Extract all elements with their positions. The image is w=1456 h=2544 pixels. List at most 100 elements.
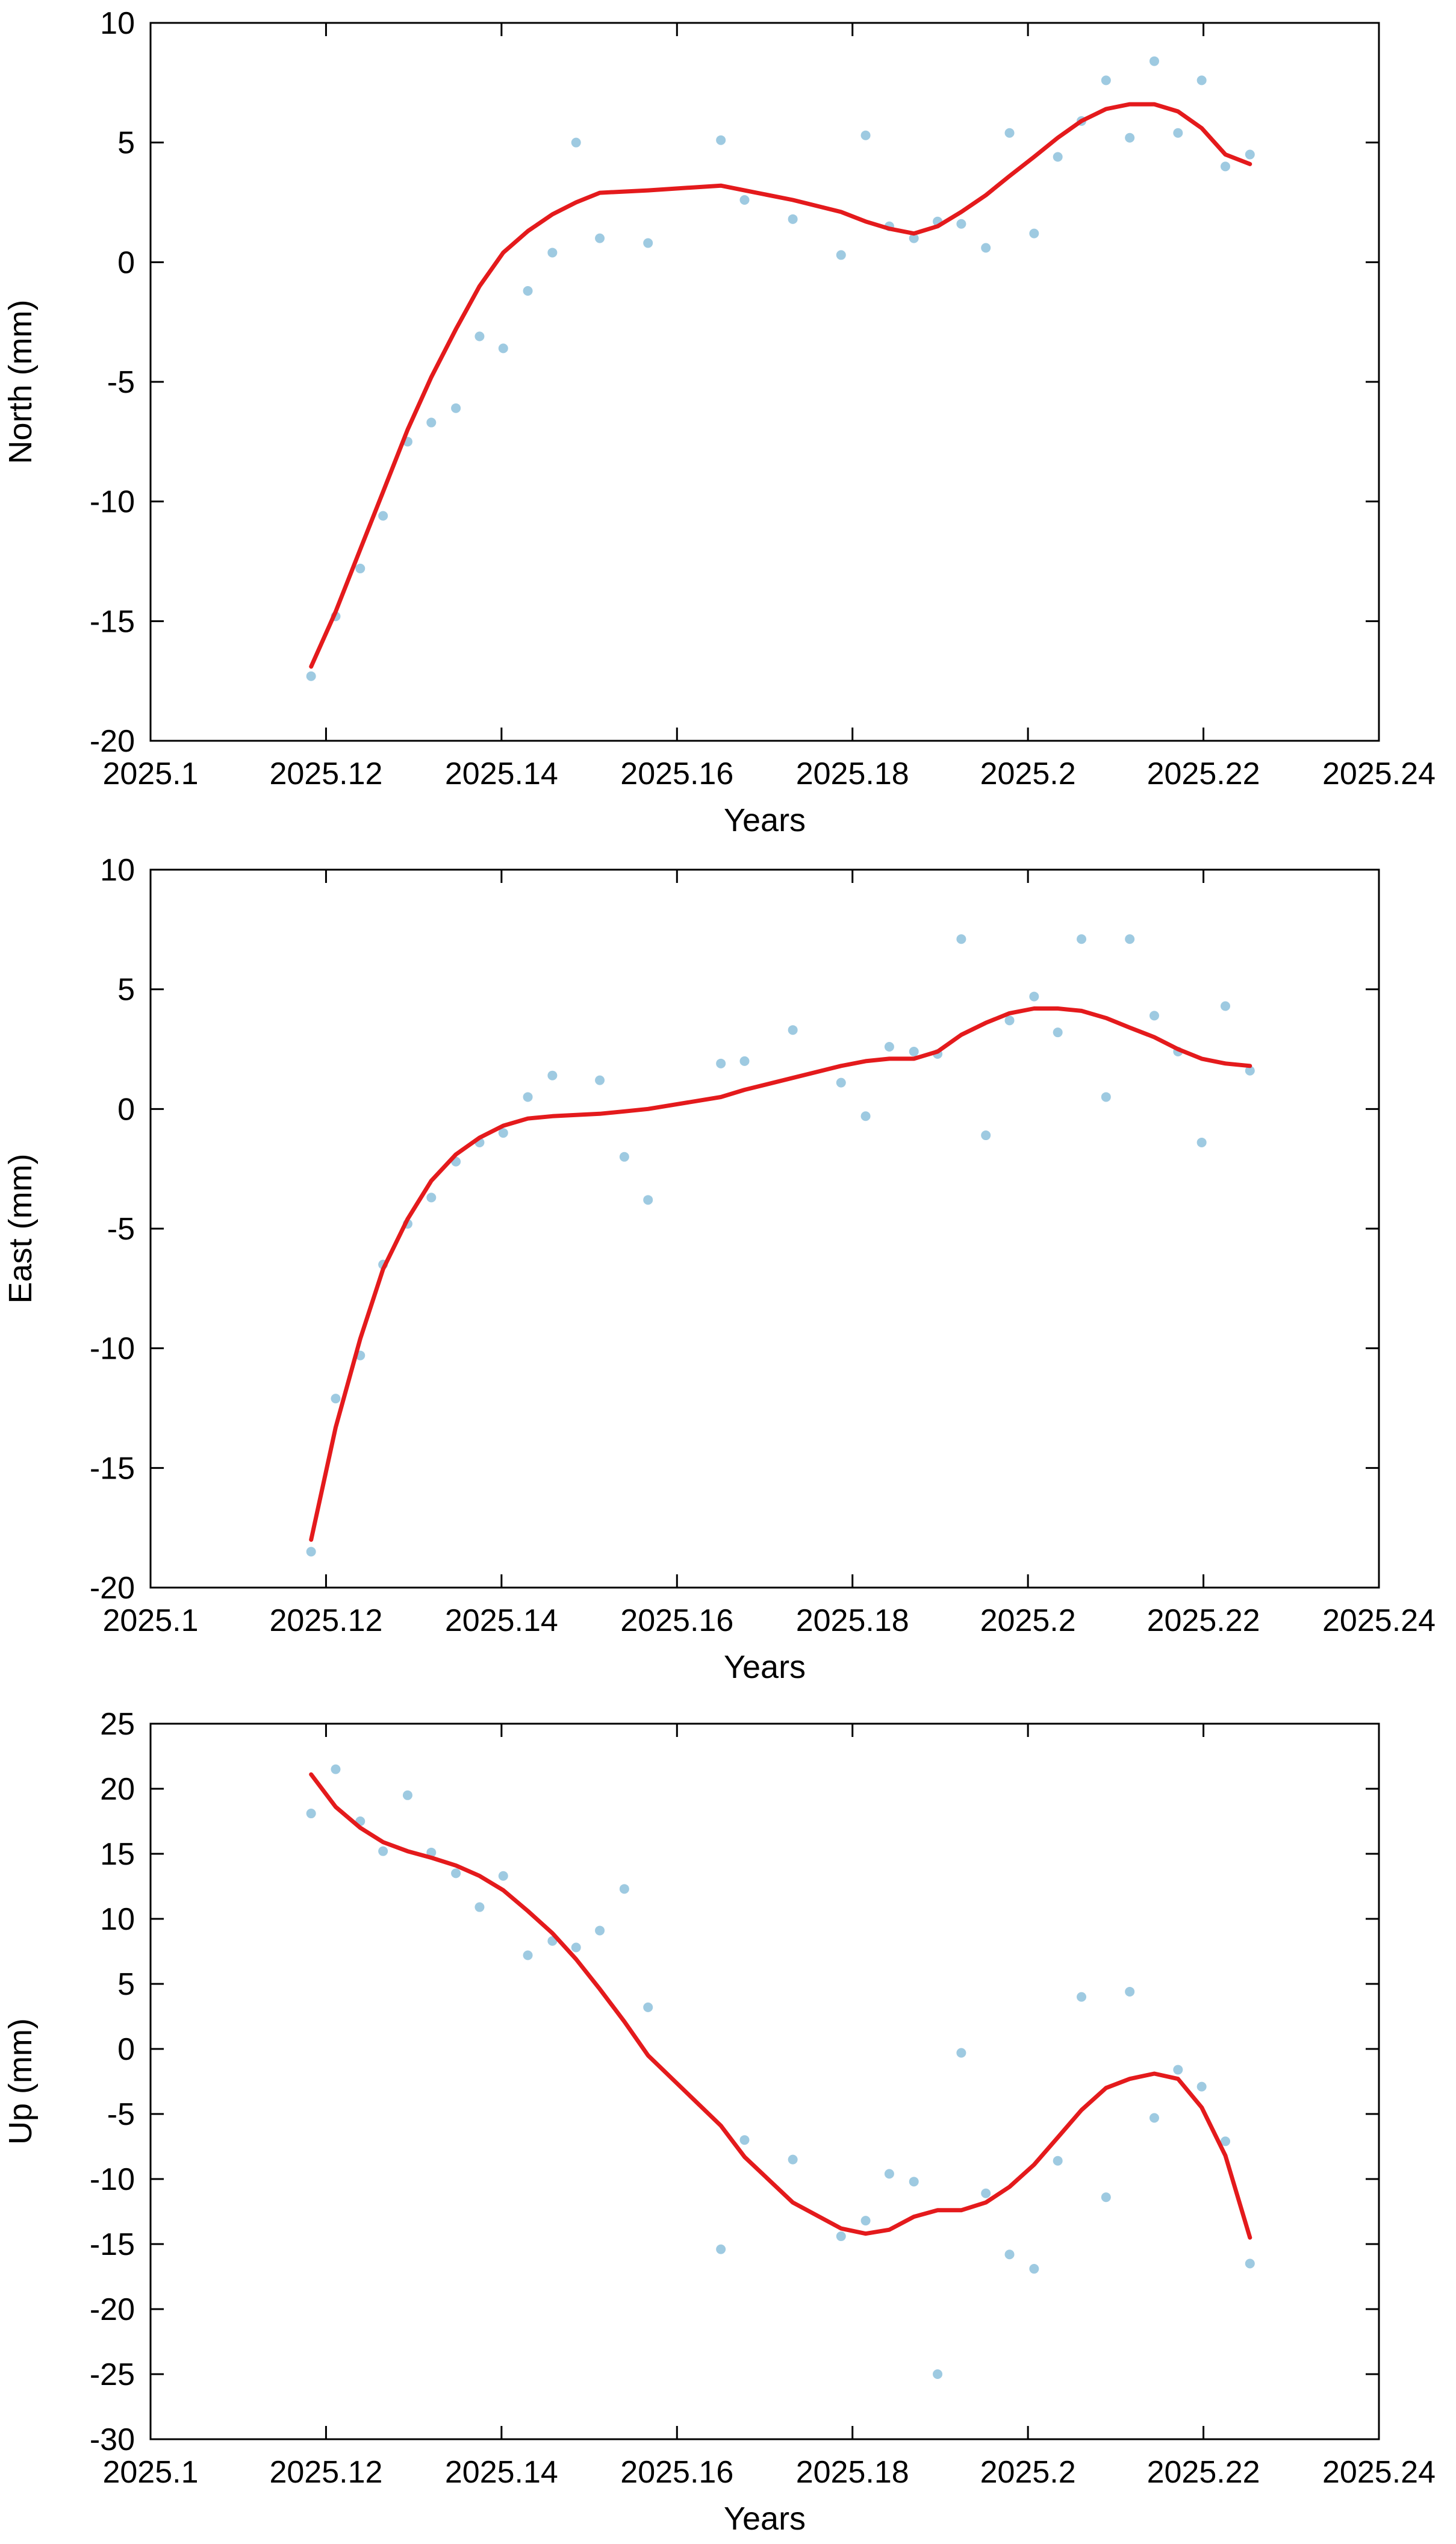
data-point [1101, 75, 1111, 86]
data-point [788, 1025, 798, 1035]
data-point [956, 934, 966, 944]
data-point [956, 2048, 966, 2058]
data-point [884, 1042, 894, 1052]
data-point [1149, 56, 1159, 66]
y-tick-label: 0 [117, 1092, 135, 1127]
data-point [1125, 132, 1135, 143]
data-point [331, 1394, 341, 1404]
data-point [1196, 75, 1207, 86]
y-tick-label: 10 [100, 6, 135, 41]
data-point [981, 1130, 991, 1141]
data-point [1149, 1011, 1159, 1021]
y-tick-label: -20 [90, 2292, 135, 2327]
y-tick-label: -5 [107, 365, 135, 400]
data-point [571, 1942, 581, 1953]
fit-line [309, 102, 1252, 669]
data-point [884, 2169, 894, 2179]
data-point [1053, 2156, 1063, 2166]
data-point [426, 1192, 437, 1203]
data-point [1077, 934, 1087, 944]
y-tick-label: -15 [90, 604, 135, 639]
y-tick-label: -5 [107, 2097, 135, 2132]
data-point [306, 1809, 316, 1819]
data-point [1245, 1065, 1255, 1076]
data-point [306, 1547, 316, 1557]
data-point [1004, 1015, 1015, 1026]
data-point [523, 286, 533, 296]
x-axis-label: Years [724, 1649, 806, 1685]
data-point [860, 2216, 871, 2226]
data-point [909, 233, 919, 243]
x-axis-label: Years [724, 2501, 806, 2537]
y-tick-label: 25 [100, 1707, 135, 1742]
data-point [836, 2231, 846, 2242]
plot-frame [149, 22, 1380, 742]
data-point [1221, 1001, 1230, 1011]
data-point [1245, 2259, 1255, 2269]
data-point [595, 1075, 605, 1085]
y-tick-label: 0 [117, 245, 135, 280]
data-point [1196, 2081, 1207, 2092]
x-tick-label: 2025.18 [796, 2455, 909, 2490]
data-point [523, 1950, 533, 1960]
y-tick-label: -10 [90, 2162, 135, 2197]
data-point [595, 233, 605, 243]
chart-panel-1: 2025.1 2025.12 2025.14 2025.16 2025.18 2025.2… [2, 6, 1436, 838]
x-tick-label: 2025.1 [102, 756, 198, 791]
data-point [402, 1790, 412, 1800]
data-point [619, 1152, 629, 1162]
y-tick-label: -30 [90, 2422, 135, 2457]
y-axis-label: North (mm) [2, 300, 39, 464]
y-tick-label: 10 [100, 1902, 135, 1937]
data-point [909, 2177, 919, 2187]
data-point [306, 671, 316, 681]
data-point [1101, 1092, 1111, 1102]
x-tick-label: 2025.14 [445, 1603, 558, 1638]
data-point [836, 1077, 846, 1088]
y-tick-label: 10 [100, 853, 135, 888]
x-tick-label: 2025.16 [620, 2455, 733, 2490]
x-tick-label: 2025.1 [102, 1603, 198, 1638]
x-tick-label: 2025.12 [269, 2455, 382, 2490]
y-tick-label: 20 [100, 1772, 135, 1807]
x-tick-label: 2025.16 [620, 1603, 733, 1638]
x-tick-label: 2025.16 [620, 756, 733, 791]
x-tick-label: 2025.2 [980, 1603, 1076, 1638]
chart-panel-3: 2025.1 2025.12 2025.14 2025.16 2025.18 2025.2… [2, 1707, 1436, 2537]
data-point [378, 1846, 388, 1856]
y-tick-label: -15 [90, 2227, 135, 2262]
data-point [451, 403, 461, 413]
data-point [860, 1111, 871, 1121]
data-point [956, 219, 966, 229]
x-tick-label: 2025.1 [102, 2455, 198, 2490]
data-point [1173, 128, 1183, 138]
data-point [1245, 149, 1255, 160]
data-point [1053, 1027, 1063, 1038]
data-point [1125, 934, 1135, 944]
data-point [788, 214, 798, 224]
data-point [1053, 152, 1063, 162]
data-point [643, 1195, 653, 1205]
y-tick-label: -20 [90, 724, 135, 759]
data-point [1221, 161, 1230, 172]
y-tick-label: 5 [117, 126, 135, 161]
y-tick-label: -10 [90, 1332, 135, 1367]
x-tick-label: 2025.18 [796, 756, 909, 791]
fit-line [309, 1006, 1252, 1542]
data-point [1029, 2264, 1039, 2274]
x-tick-label: 2025.24 [1322, 2455, 1436, 2490]
data-point [836, 250, 846, 260]
fit-line [309, 1772, 1252, 2240]
data-point [1029, 991, 1039, 1002]
data-point [355, 563, 366, 573]
data-point [1125, 1986, 1135, 1997]
y-tick-label: -5 [107, 1212, 135, 1247]
data-point [1173, 2065, 1183, 2075]
data-point [331, 1764, 341, 1774]
x-tick-label: 2025.24 [1322, 1603, 1436, 1638]
data-point [547, 248, 558, 258]
data-point [788, 2154, 798, 2165]
x-tick-label: 2025.18 [796, 1603, 909, 1638]
x-tick-label: 2025.2 [980, 756, 1076, 791]
